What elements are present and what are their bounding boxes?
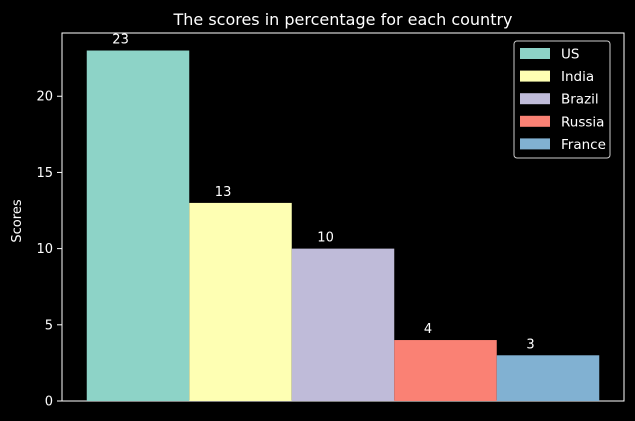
bar-india <box>189 202 292 401</box>
bar-france <box>496 355 600 401</box>
legend-label: France <box>561 137 606 153</box>
y-axis-label: Scores <box>10 199 25 242</box>
y-tick-label: 5 <box>45 318 53 333</box>
y-tick-label: 10 <box>36 242 53 257</box>
legend-label: Russia <box>561 114 604 130</box>
bar-us <box>86 50 190 402</box>
bar-value-label: 4 <box>424 322 432 337</box>
legend-label: US <box>561 47 579 63</box>
legend: US India Brazil Russia France <box>513 40 611 159</box>
chart-title: The scores in percentage for each countr… <box>172 10 512 29</box>
legend-swatch <box>520 115 550 127</box>
bar-value-label: 10 <box>317 231 334 246</box>
y-tick-label: 0 <box>45 395 53 410</box>
bar-value-label: 3 <box>526 337 534 352</box>
legend-swatch <box>520 93 550 105</box>
bar-value-label: 23 <box>112 33 129 48</box>
legend-swatch <box>520 138 550 150</box>
bar-brazil <box>291 248 395 401</box>
legend-swatch <box>520 48 550 59</box>
bar-russia <box>394 340 497 401</box>
legend-box <box>513 40 611 159</box>
legend-label: India <box>561 69 594 85</box>
y-tick-label: 15 <box>36 166 53 181</box>
plot-area: 0 5 10 15 20 23 13 10 4 3 <box>36 32 625 410</box>
legend-swatch <box>520 70 550 82</box>
y-tick-label: 20 <box>36 90 53 105</box>
bar-value-label: 13 <box>215 185 232 200</box>
legend-label: Brazil <box>561 92 599 108</box>
